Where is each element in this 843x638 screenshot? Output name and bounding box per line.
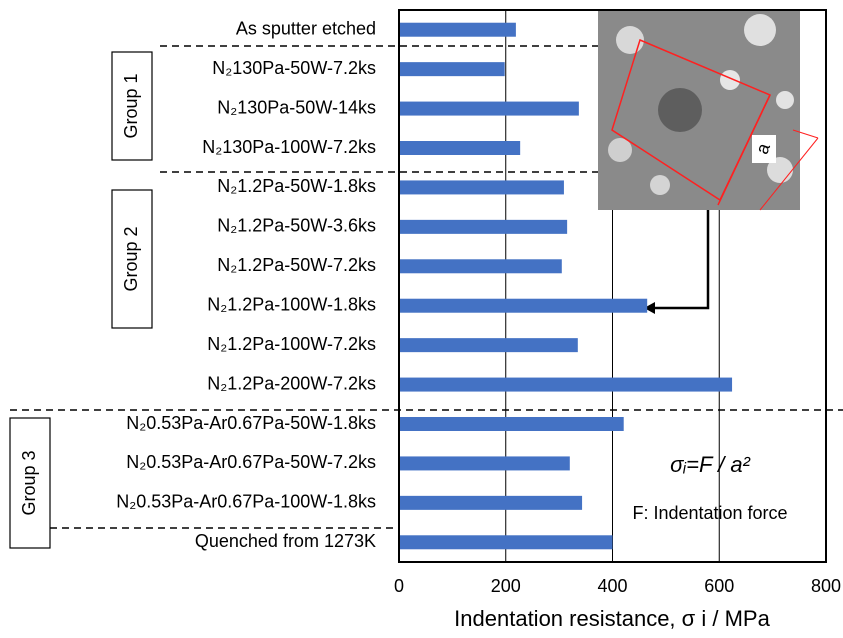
group-label: Group 2: [121, 226, 141, 291]
y-tick-label: N₂1.2Pa-100W-1.8ks: [207, 294, 376, 314]
group-boxes: [9, 51, 153, 549]
force-note: F: Indentation force: [632, 503, 787, 523]
y-tick-label: N₂130Pa-50W-14ks: [217, 97, 376, 117]
y-tick-label: N₂130Pa-50W-7.2ks: [212, 58, 376, 78]
x-tick-label: 0: [394, 576, 404, 596]
y-tick-label: N₂130Pa-100W-7.2ks: [202, 137, 376, 157]
bar: [399, 22, 516, 37]
y-tick-label: N₂0.53Pa-Ar0.67Pa-50W-1.8ks: [126, 413, 376, 433]
bar: [399, 62, 505, 77]
x-axis-label: Indentation resistance, σ i / MPa: [454, 606, 770, 631]
bar: [399, 495, 583, 510]
arrow: [652, 210, 710, 310]
y-tick-label: N₂1.2Pa-50W-7.2ks: [217, 255, 376, 275]
plot-frame: [398, 9, 827, 563]
group-label: Group 1: [121, 73, 141, 138]
bar: [399, 141, 521, 155]
arrow-head: [644, 302, 655, 314]
y-tick-label: As sputter etched: [236, 18, 376, 38]
y-tick-label: N₂1.2Pa-50W-3.6ks: [217, 216, 376, 236]
y-tick-label: N₂1.2Pa-100W-7.2ks: [207, 334, 376, 354]
y-tick-label: N₂1.2Pa-200W-7.2ks: [207, 373, 376, 393]
y-tick-label: N₂1.2Pa-50W-1.8ks: [217, 176, 376, 196]
x-tick-label: 800: [811, 576, 841, 596]
bar: [399, 338, 578, 353]
bar: [399, 298, 648, 313]
x-tick-label: 400: [597, 576, 627, 596]
y-tick-label: N₂0.53Pa-Ar0.67Pa-100W-1.8ks: [116, 492, 376, 512]
separators: [10, 45, 843, 529]
bar: [399, 456, 570, 471]
x-tick-label: 600: [704, 576, 734, 596]
y-tick-label: N₂0.53Pa-Ar0.67Pa-50W-7.2ks: [126, 452, 376, 472]
formula: σᵢ=F / a²: [670, 452, 750, 477]
bar: [399, 219, 568, 234]
bar: [399, 180, 564, 195]
bar: [399, 259, 562, 274]
bar: [399, 101, 579, 116]
group-label: Group 3: [19, 450, 39, 515]
y-tick-label: Quenched from 1273K: [195, 531, 376, 551]
bar: [399, 535, 613, 550]
bar: [399, 377, 733, 392]
inset-image: [598, 10, 819, 211]
bar: [399, 417, 624, 431]
x-tick-label: 200: [491, 576, 521, 596]
